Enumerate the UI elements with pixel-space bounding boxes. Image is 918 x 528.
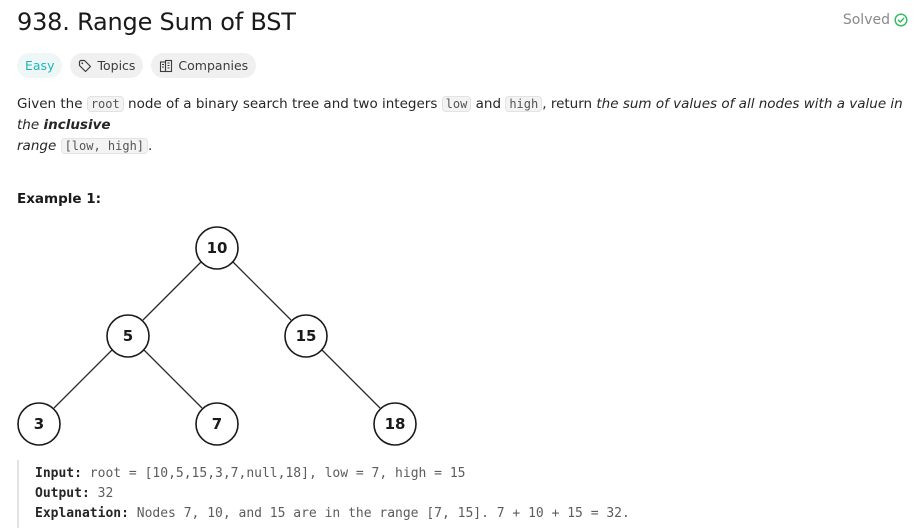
tree-node-label: 10 <box>207 239 228 257</box>
topics-label: Topics <box>97 58 136 73</box>
tag-bar: Easy Topics <box>17 53 257 78</box>
desc-text: , return <box>542 96 597 112</box>
desc-text: and <box>471 96 506 112</box>
tree-edge <box>142 261 202 321</box>
check-circle-icon <box>894 13 908 27</box>
tree-edge <box>53 348 114 409</box>
problem-title: 938. Range Sum of BST <box>17 8 296 36</box>
tree-node <box>195 402 239 446</box>
code-range: [low, high] <box>60 138 149 154</box>
code-low: low <box>441 96 472 112</box>
tree-edge <box>320 348 381 409</box>
desc-emphasis: the sum of values of all nodes with a va… <box>17 96 903 133</box>
example-explanation-line: Explanation: Nodes 7, 10, and 15 are in … <box>35 504 907 524</box>
desc-strong: inclusive <box>43 117 111 133</box>
difficulty-badge: Easy <box>17 53 63 78</box>
tree-node-label: 18 <box>385 415 406 433</box>
tree-node-label: 5 <box>123 327 133 345</box>
companies-button[interactable]: Companies <box>151 53 257 78</box>
tree-node-label: 7 <box>212 415 222 433</box>
output-value: 32 <box>97 486 114 501</box>
output-label: Output: <box>35 486 90 501</box>
tree-node <box>106 314 150 358</box>
companies-label: Companies <box>178 58 249 73</box>
problem-description: Given the root node of a binary search t… <box>17 94 907 157</box>
tree-edge <box>142 348 203 409</box>
example-input-line: Input: root = [10,5,15,3,7,null,18], low… <box>35 464 907 484</box>
solved-status: Solved <box>843 12 908 28</box>
example-output-line: Output: 32 <box>35 484 907 504</box>
difficulty-label: Easy <box>25 58 55 73</box>
tree-node <box>195 226 239 270</box>
building-icon <box>159 59 173 73</box>
desc-text <box>56 138 60 154</box>
example-tree-diagram: 10 5 15 3 7 18 <box>17 226 417 446</box>
code-root: root <box>86 96 124 112</box>
topics-button[interactable]: Topics <box>70 53 144 78</box>
example-title: Example 1: <box>17 191 102 207</box>
code-high: high <box>505 96 543 112</box>
desc-text: Given the <box>17 96 87 112</box>
tag-icon <box>78 59 92 73</box>
tree-node <box>284 314 328 358</box>
desc-emphasis: range <box>17 138 57 154</box>
desc-text: . <box>148 138 153 154</box>
tree-node <box>373 402 417 446</box>
tree-node <box>17 402 61 446</box>
explanation-value: Nodes 7, 10, and 15 are in the range [7,… <box>136 506 630 521</box>
solved-label: Solved <box>842 12 890 28</box>
tree-node-label: 15 <box>296 327 317 345</box>
explanation-label: Explanation: <box>35 506 129 521</box>
input-value: root = [10,5,15,3,7,null,18], low = 7, h… <box>89 466 466 481</box>
tree-edge <box>232 261 292 321</box>
example-io-block: Input: root = [10,5,15,3,7,null,18], low… <box>17 460 907 528</box>
input-label: Input: <box>35 466 82 481</box>
tree-node-label: 3 <box>34 415 44 433</box>
desc-text: node of a binary search tree and two int… <box>123 96 442 112</box>
